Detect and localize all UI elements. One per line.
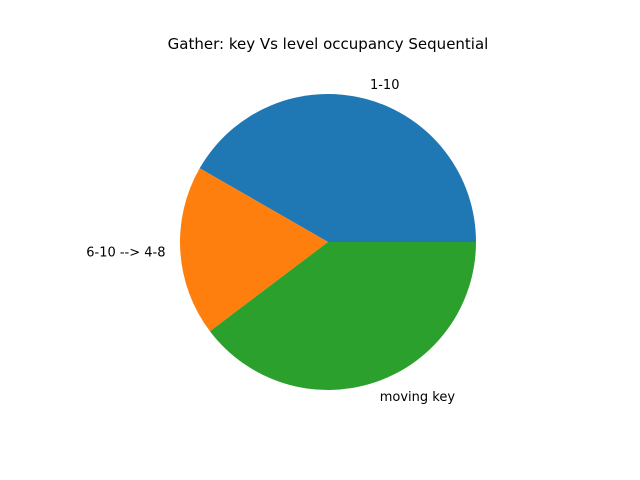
pie-slice-1 (199, 93, 477, 242)
chart-title: Gather: key Vs level occupancy Sequentia… (168, 35, 489, 53)
pie-slices (180, 93, 477, 390)
pie-slice-3 (209, 242, 476, 390)
pie-slice-2 (180, 168, 328, 332)
pie-label-2: 6-10 --> 4-8 (86, 246, 165, 261)
pie-label-1: 1-10 (370, 78, 400, 93)
pie-labels: 1-10 6-10 --> 4-8 moving key (86, 78, 455, 405)
pie-label-3: moving key (380, 390, 456, 405)
